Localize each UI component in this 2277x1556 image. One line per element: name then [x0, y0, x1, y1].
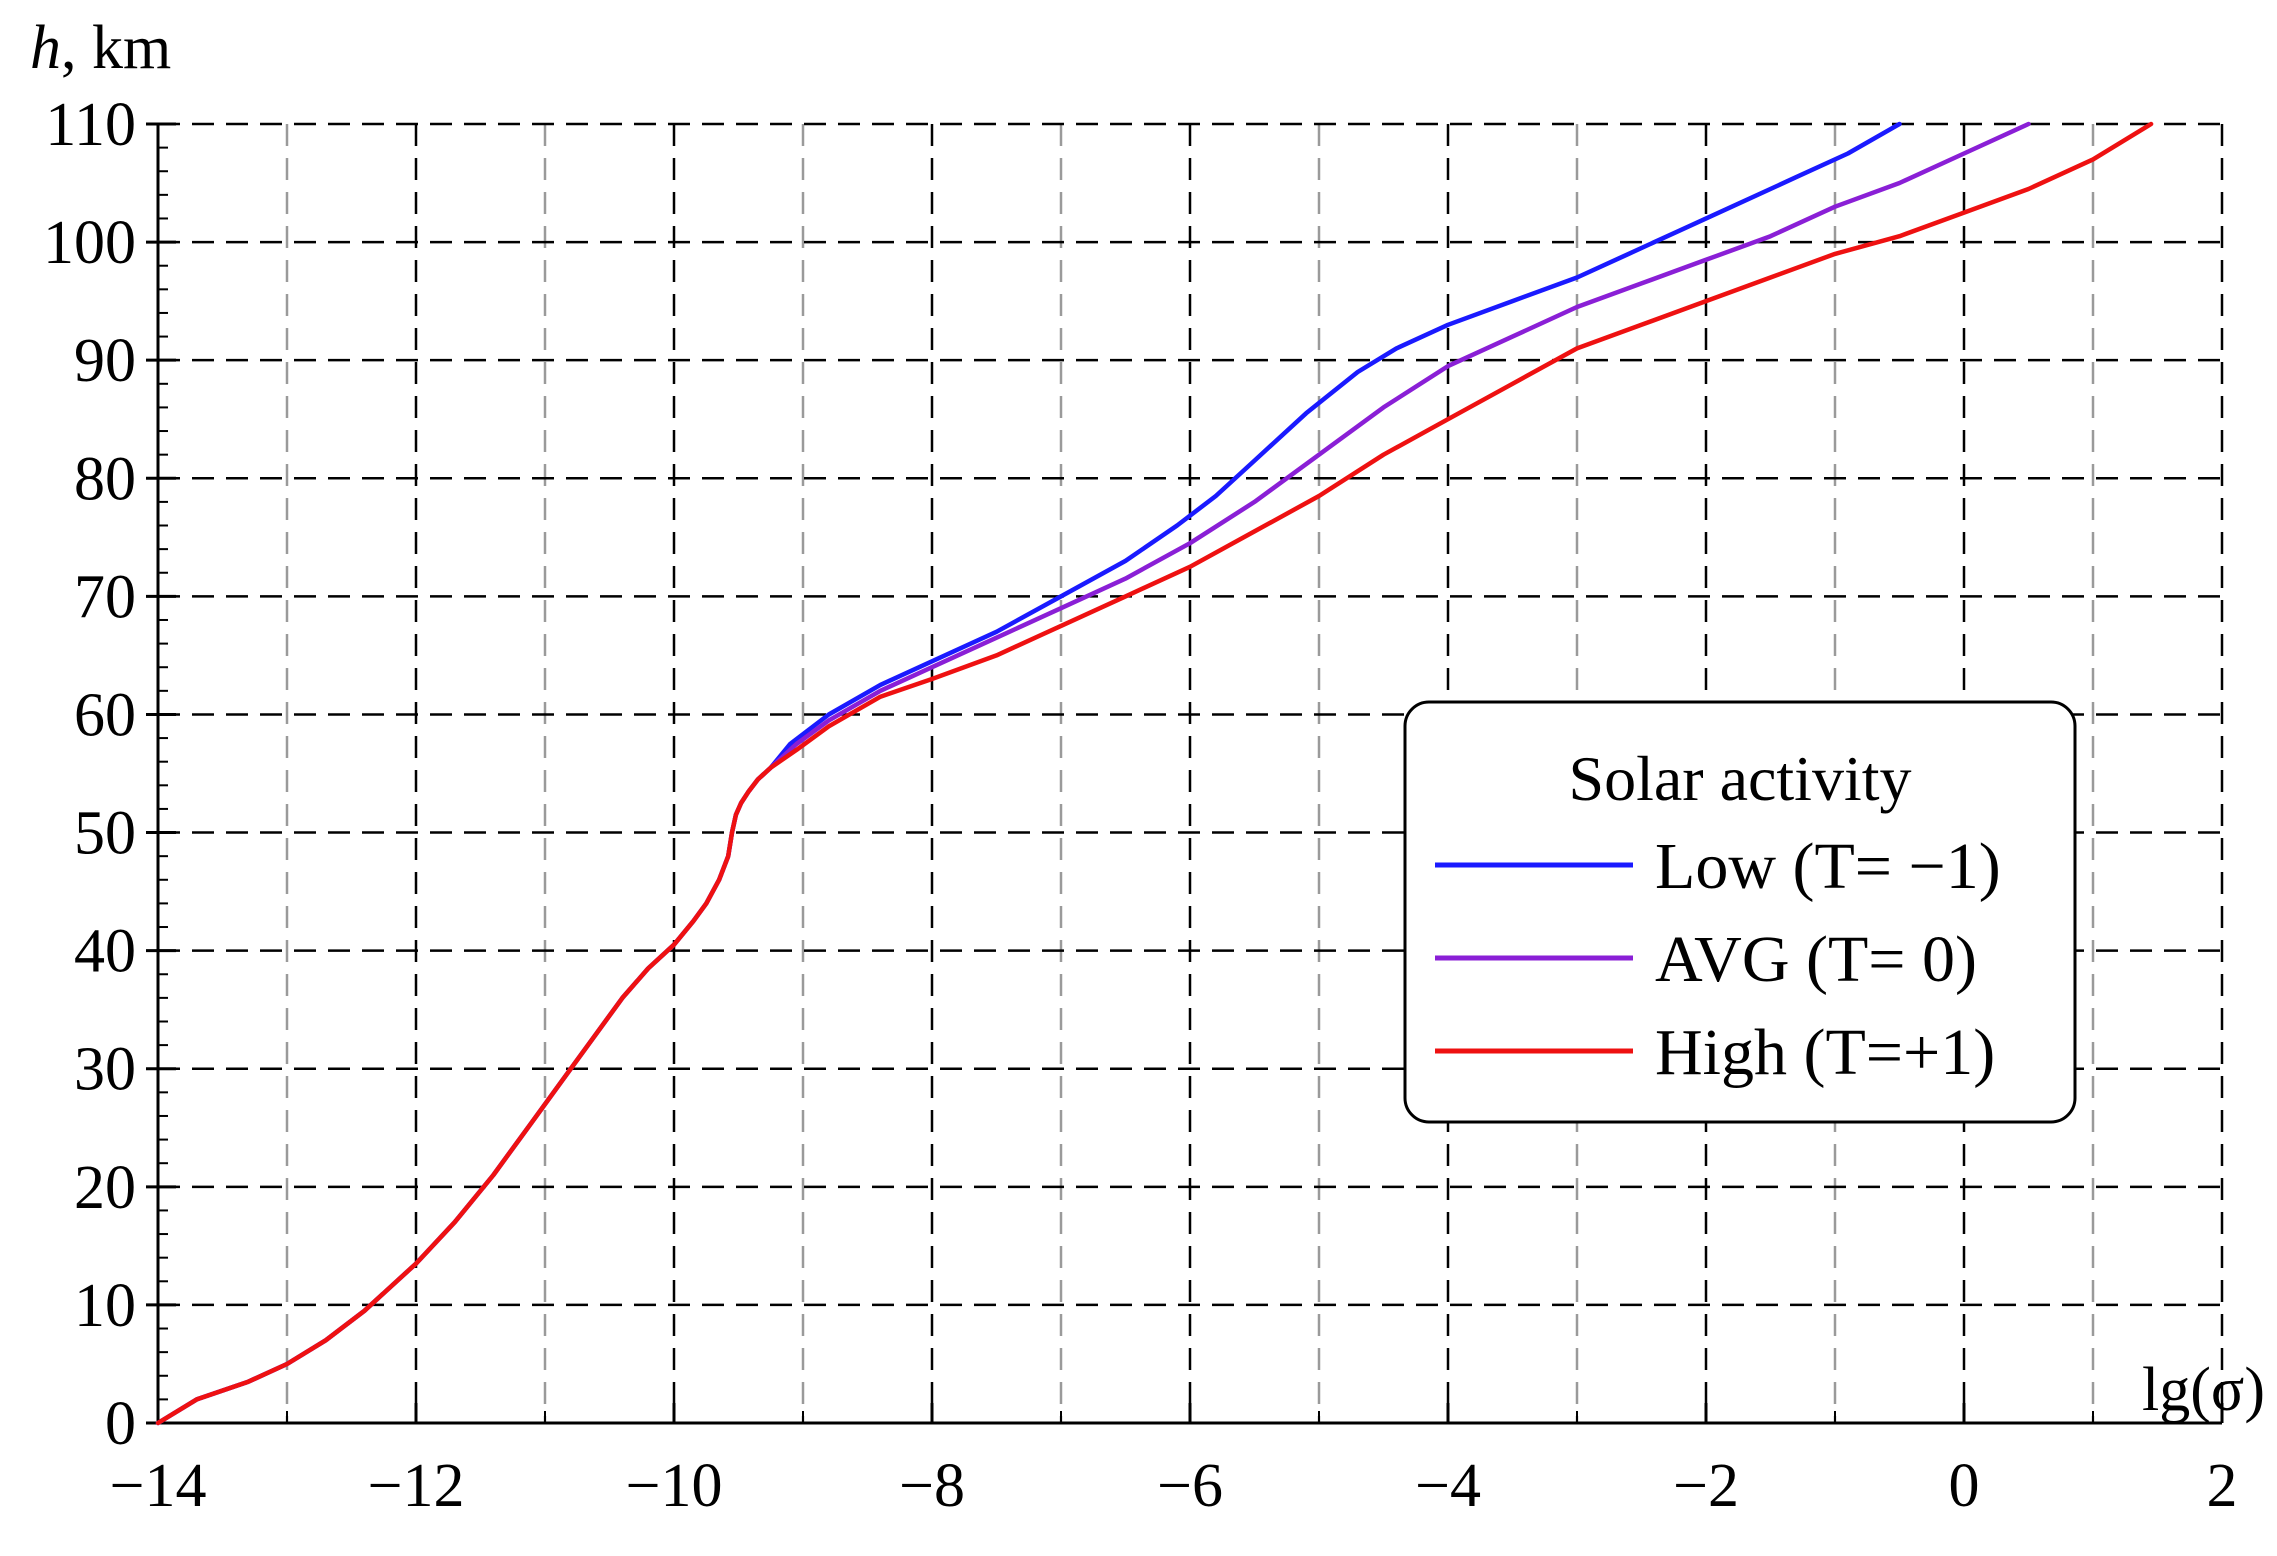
y-tick-label: 0 — [105, 1390, 136, 1458]
y-tick-label: 90 — [74, 327, 136, 395]
y-tick-label: 30 — [74, 1036, 136, 1104]
legend-title: Solar activity — [1568, 743, 1911, 814]
legend-label-low: Low (T= −1) — [1655, 830, 2001, 903]
x-tick-label: −8 — [899, 1452, 965, 1520]
x-tick-label: −6 — [1157, 1452, 1223, 1520]
y-tick-label: 10 — [74, 1272, 136, 1340]
x-tick-label: −2 — [1673, 1452, 1739, 1520]
x-tick-label: −14 — [110, 1452, 207, 1520]
x-tick-label: 2 — [2207, 1452, 2238, 1520]
legend-label-high: High (T=+1) — [1655, 1016, 1995, 1089]
series-layer — [155, 121, 2154, 1426]
legend: Solar activity Low (T= −1) AVG (T= 0) Hi… — [1403, 700, 2077, 1124]
y-tick-label: 110 — [45, 91, 136, 159]
x-axis-title: lg(σ) — [2142, 1356, 2265, 1424]
y-tick-label: 40 — [74, 918, 136, 986]
x-tick-label: −12 — [368, 1452, 465, 1520]
y-tick-label: 50 — [74, 800, 136, 868]
y-tick-label: 80 — [74, 445, 136, 513]
legend-label-avg: AVG (T= 0) — [1655, 923, 1977, 996]
y-tick-label: 20 — [74, 1154, 136, 1222]
axes: −14 −12 −10 −8 −6 −4 −2 0 2010203040506070809010… — [43, 91, 2238, 1520]
legend-box — [1403, 700, 2077, 1124]
x-tick-label: 0 — [1949, 1452, 1980, 1520]
x-tick-label: −10 — [626, 1452, 723, 1520]
y-tick-label: 100 — [43, 209, 136, 277]
series-line-high — [155, 121, 2154, 1426]
y-tick-label: 60 — [74, 681, 136, 749]
y-tick-label: 70 — [74, 563, 136, 631]
x-tick-label: −4 — [1415, 1452, 1481, 1520]
y-axis-title: h, km — [30, 14, 171, 82]
